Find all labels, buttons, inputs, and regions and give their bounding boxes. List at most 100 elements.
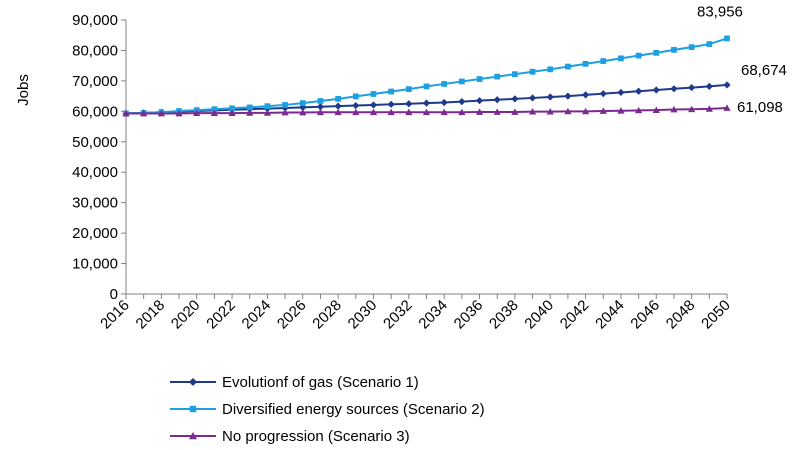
series-group	[122, 35, 731, 118]
legend-label: Evolutionf of gas (Scenario 1)	[222, 374, 419, 391]
data-point	[369, 101, 378, 109]
data-point	[494, 73, 501, 80]
data-point	[528, 94, 537, 102]
data-point	[316, 103, 325, 111]
data-point	[370, 91, 377, 97]
x-tick-label: 2040	[521, 297, 557, 333]
data-point	[352, 101, 360, 110]
data-point	[493, 96, 501, 104]
end-labels: 68,674 83,956 61,098	[697, 3, 787, 116]
data-point	[547, 66, 554, 73]
legend-item: Evolutionf of gas (Scenario 1)	[170, 374, 419, 391]
axes	[125, 20, 727, 295]
x-tick-label: 2038	[486, 297, 522, 333]
y-tick-label: 20,000	[72, 225, 118, 242]
data-point	[565, 63, 571, 70]
x-tick-label: 2044	[592, 297, 628, 333]
y-tick-label: 10,000	[72, 256, 118, 273]
data-point	[670, 105, 678, 113]
data-point	[263, 109, 272, 116]
data-point	[211, 106, 218, 113]
end-value-label: 83,956	[697, 3, 743, 20]
legend-item: No progression (Scenario 3)	[170, 428, 410, 445]
data-point	[599, 90, 607, 98]
data-point	[475, 97, 484, 105]
data-point	[458, 97, 466, 106]
y-tick-label: 40,000	[72, 164, 118, 181]
x-tick-label: 2022	[203, 297, 239, 333]
data-point	[458, 78, 465, 85]
data-point	[316, 108, 325, 116]
data-point	[317, 98, 324, 104]
x-tick-label: 2018	[133, 297, 169, 333]
x-tick-label: 2048	[663, 297, 699, 333]
y-tick-label: 50,000	[72, 134, 118, 151]
data-point	[299, 100, 306, 106]
data-point	[635, 52, 642, 59]
data-point	[546, 108, 554, 115]
data-point	[564, 92, 572, 100]
x-tick-label: 2024	[239, 297, 275, 333]
data-point	[512, 71, 518, 78]
data-point	[189, 432, 197, 440]
data-point	[228, 109, 236, 117]
data-point	[705, 105, 713, 112]
data-point	[334, 108, 342, 116]
x-tick-label: 2036	[451, 297, 487, 333]
data-point	[369, 108, 378, 116]
data-point	[529, 68, 536, 75]
x-tick-label: 2050	[698, 297, 734, 333]
x-tick-label: 2020	[168, 297, 204, 333]
data-point	[688, 44, 695, 50]
data-point	[617, 107, 625, 114]
y-tick-label: 80,000	[72, 42, 118, 59]
data-point	[334, 102, 342, 110]
data-point	[653, 50, 660, 56]
y-axis-label: Jobs	[15, 74, 32, 106]
data-point	[582, 60, 589, 67]
y-tick-label: 90,000	[72, 12, 118, 29]
data-point	[281, 104, 289, 112]
data-point	[122, 109, 130, 117]
data-point	[189, 405, 197, 413]
x-tick-label: 2034	[415, 297, 451, 333]
data-point	[175, 109, 183, 117]
x-tick-label: 2032	[380, 297, 416, 333]
y-tick-label: 30,000	[72, 195, 118, 212]
data-point	[564, 107, 572, 115]
data-point	[600, 58, 607, 64]
y-tick-labels: 0 10,000 20,000 30,000 40,000 50,000 60,000 70,…	[72, 12, 126, 303]
data-point	[193, 109, 201, 117]
data-point	[635, 87, 643, 95]
data-point	[652, 86, 660, 94]
data-point	[246, 104, 253, 111]
data-point	[652, 106, 660, 113]
data-point	[493, 108, 501, 115]
x-tick-label: 2016	[97, 297, 133, 333]
data-point	[405, 108, 413, 116]
data-point	[299, 108, 307, 116]
data-point	[723, 81, 731, 89]
data-point	[422, 108, 431, 116]
data-point	[388, 88, 395, 95]
data-point	[511, 95, 519, 103]
data-point	[706, 41, 713, 47]
data-point	[441, 81, 448, 87]
data-point	[405, 100, 413, 108]
data-point	[246, 109, 254, 116]
data-point	[352, 93, 359, 100]
x-tick-label: 2026	[274, 297, 310, 333]
data-point	[581, 91, 590, 99]
legend-label: No progression (Scenario 3)	[222, 428, 410, 445]
data-point	[705, 82, 713, 90]
data-point	[618, 55, 624, 62]
data-point	[458, 108, 466, 116]
data-point	[581, 107, 590, 115]
data-point	[671, 46, 677, 53]
legend: Evolutionf of gas (Scenario 1) Diversifie…	[170, 374, 485, 445]
end-value-label: 68,674	[741, 62, 787, 79]
data-point	[387, 108, 395, 116]
data-point	[210, 109, 218, 117]
data-point	[264, 103, 271, 110]
